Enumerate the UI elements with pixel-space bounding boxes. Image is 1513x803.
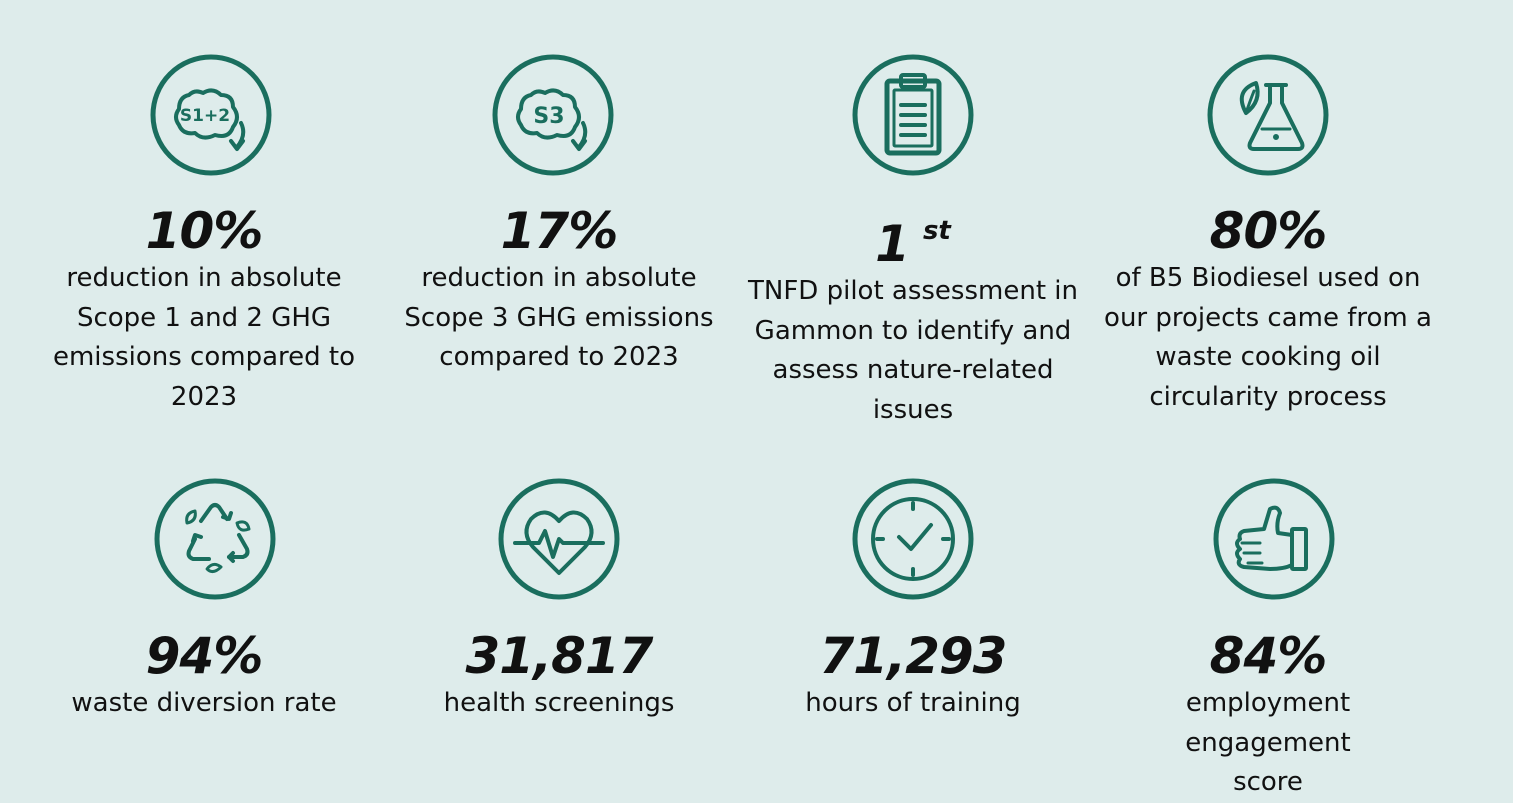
stat-value: 71,293 xyxy=(819,627,1008,685)
stat-value: 17% xyxy=(500,202,619,260)
stat-training-hours: 71,293 hours of training xyxy=(733,628,1093,724)
stat-description: TNFD pilot assessment in Gammon to ident… xyxy=(748,276,1078,425)
recycle-icon xyxy=(153,477,277,601)
clipboard-icon xyxy=(851,53,975,177)
stat-description: reduction in absolute Scope 1 and 2 GHG … xyxy=(52,263,355,412)
stat-health-screenings: 31,817 health screenings xyxy=(379,628,739,724)
heartbeat-icon xyxy=(497,477,621,601)
clock-icon xyxy=(851,477,975,601)
stat-value: 80% xyxy=(1209,202,1328,260)
leaf-flask-icon xyxy=(1206,53,1330,177)
stat-description: health screenings xyxy=(443,688,675,718)
stat-biodiesel: 80% of B5 Biodiesel used on our projects… xyxy=(1088,203,1448,417)
stat-description: waste diversion rate xyxy=(71,688,337,718)
scope-3-emissions-icon: S3 xyxy=(491,53,615,177)
stat-value: 94% xyxy=(145,627,264,685)
scope-3-icon-label: S3 xyxy=(533,104,564,129)
stat-description: of B5 Biodiesel used on our projects cam… xyxy=(1104,263,1432,412)
stat-value: 31,817 xyxy=(465,627,654,685)
stat-waste-diversion: 94% waste diversion rate xyxy=(24,628,384,724)
stat-description: hours of training xyxy=(805,688,1021,718)
stat-description: employment engagement score xyxy=(1185,688,1351,797)
stat-scope-3: 17% reduction in absolute Scope 3 GHG em… xyxy=(379,203,739,378)
thumbs-up-icon xyxy=(1212,477,1336,601)
scope-1-2-icon-label: S1+2 xyxy=(180,106,230,126)
stat-value: 84% xyxy=(1209,627,1328,685)
stat-scope-1-2: 10% reduction in absolute Scope 1 and 2 … xyxy=(24,203,384,417)
stat-value: 10% xyxy=(145,202,264,260)
scope-1-2-emissions-icon: S1+2 xyxy=(149,53,273,177)
ordinal-suffix: st xyxy=(922,216,951,246)
stat-description: reduction in absolute Scope 3 GHG emissi… xyxy=(404,263,714,372)
stat-engagement-score: 84% employment engagement score xyxy=(1088,628,1448,803)
